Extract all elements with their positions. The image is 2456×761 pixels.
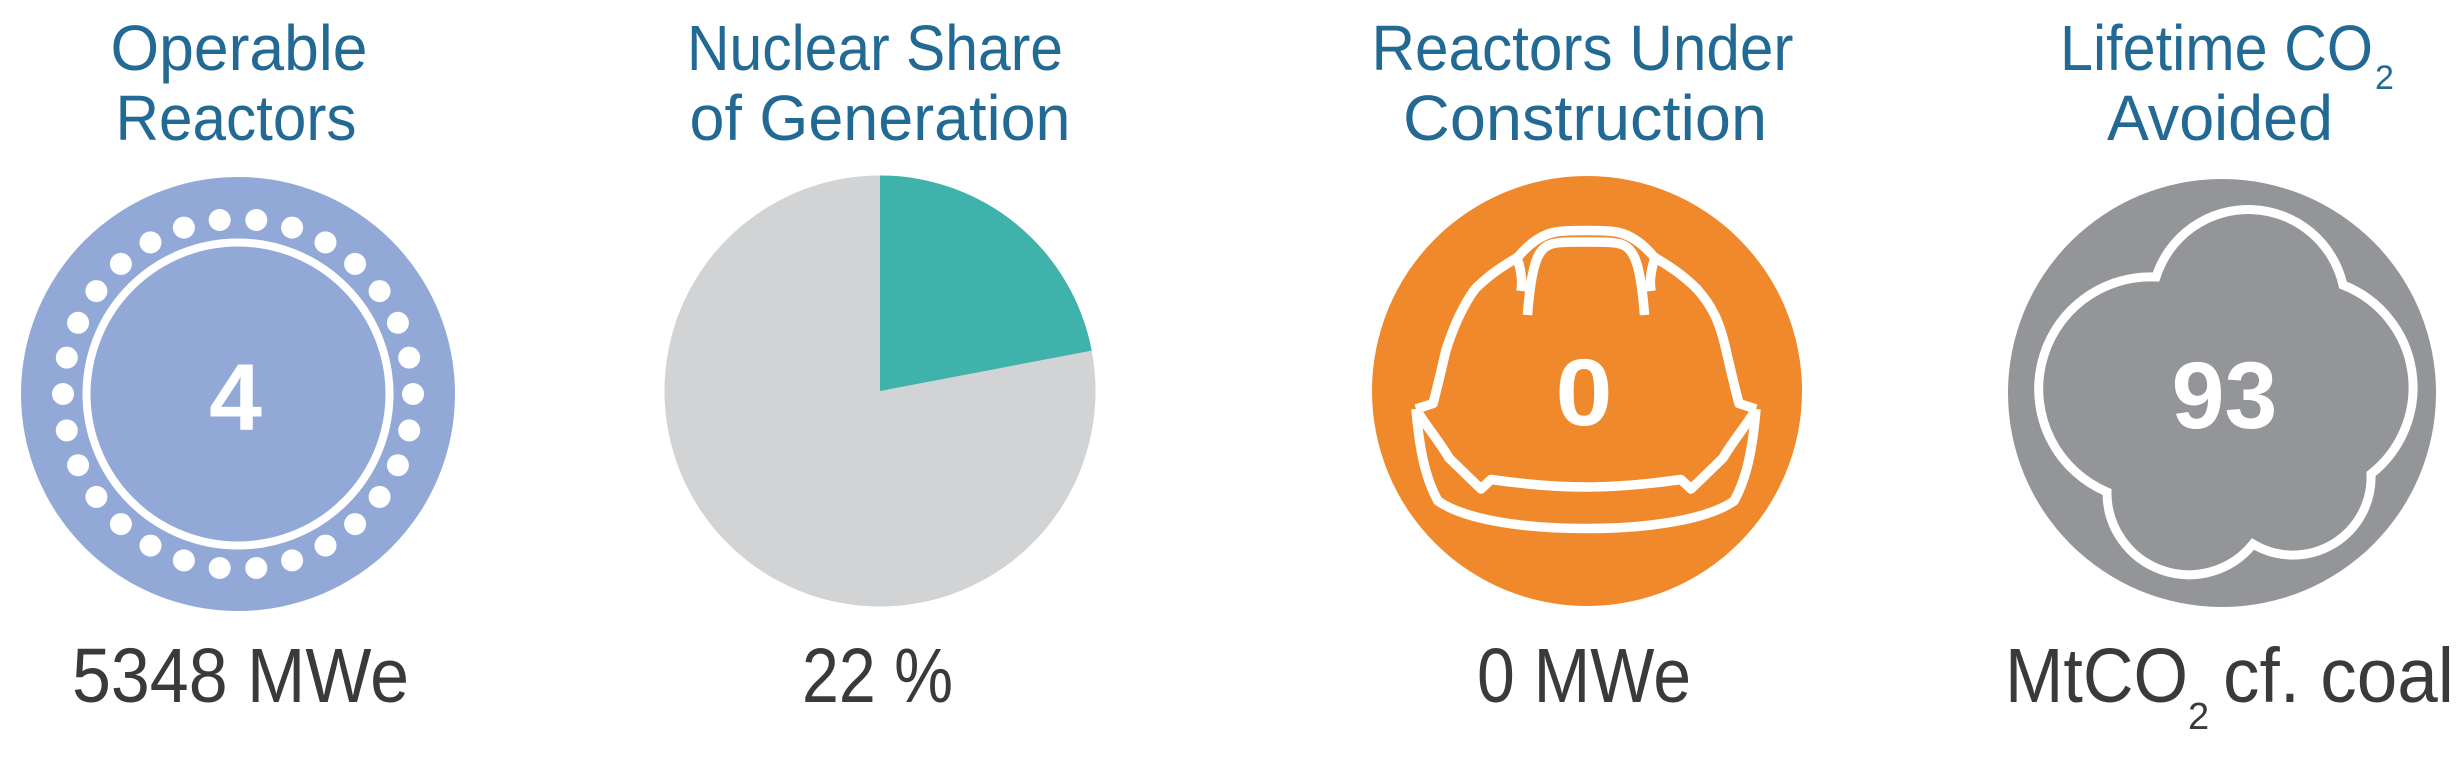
svg-text:Operable: Operable [111, 12, 368, 84]
svg-text:Reactors: Reactors [116, 82, 357, 154]
svg-text:Reactors Under: Reactors Under [1372, 12, 1794, 84]
svg-text:4: 4 [209, 345, 262, 451]
svg-text:22 %: 22 % [802, 633, 953, 719]
svg-text:0: 0 [1556, 340, 1613, 446]
svg-text:Avoided: Avoided [2107, 82, 2333, 154]
svg-text:0 MWe: 0 MWe [1477, 633, 1691, 719]
svg-text:MtCO: MtCO [2005, 633, 2188, 719]
svg-text:Nuclear Share: Nuclear Share [687, 12, 1063, 84]
svg-text:2: 2 [2188, 696, 2209, 738]
svg-text:cf. coal: cf. coal [2223, 633, 2454, 719]
svg-text:93: 93 [2172, 343, 2278, 449]
svg-text:of Generation: of Generation [690, 82, 1071, 154]
svg-text:Construction: Construction [1403, 82, 1767, 154]
svg-text:Lifetime CO: Lifetime CO [2060, 12, 2373, 84]
svg-text:5348 MWe: 5348 MWe [72, 633, 409, 719]
svg-text:2: 2 [2375, 59, 2394, 97]
